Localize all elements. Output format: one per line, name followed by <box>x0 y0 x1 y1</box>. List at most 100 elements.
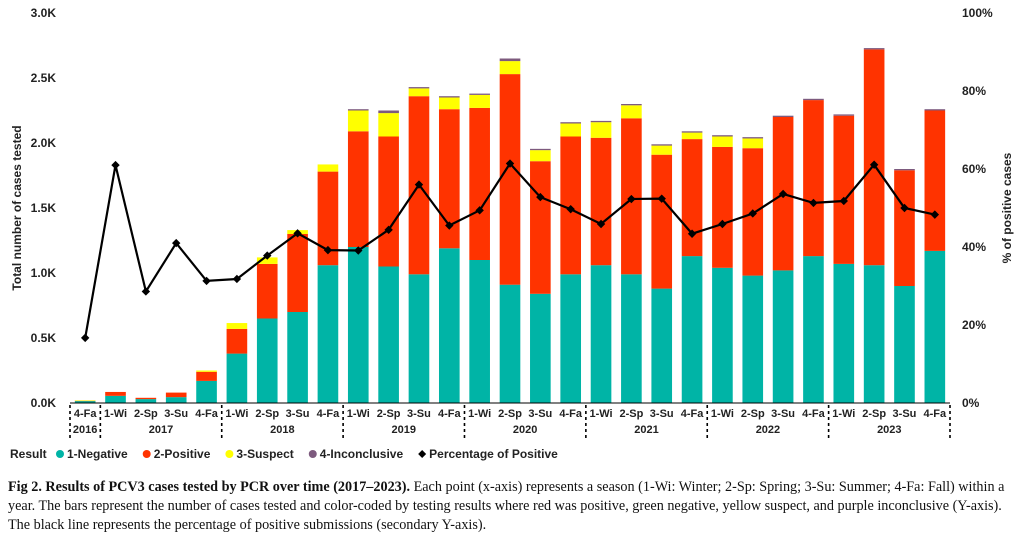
bar-segment-4-inconclusive <box>438 96 460 98</box>
legend-marker <box>56 450 64 458</box>
bar-segment-1-negative <box>347 247 369 403</box>
y-tick-label: 1.5K <box>31 201 57 215</box>
bar-segment-1-negative <box>681 256 703 403</box>
bar-segment-1-negative <box>772 270 794 403</box>
pcv3-chart: 0.0K 0.5K 1.0K 1.5K 2.0K 2.5K 3.0K 0% 20% 40% 60%… <box>10 6 1014 461</box>
legend: Result 1-Negative 2-Positive 3-Suspect 4-Inc… <box>10 447 558 461</box>
x-category-label: 3-Su <box>164 408 188 420</box>
bar-segment-3-suspect <box>226 323 248 329</box>
percentage-point <box>748 209 757 218</box>
bar-segment-4-inconclusive <box>833 114 855 116</box>
bar-segment-2-positive <box>105 391 126 396</box>
bar-segment-1-negative <box>256 318 278 403</box>
bar-segment-1-negative <box>105 395 126 403</box>
percentage-point <box>172 238 181 248</box>
legend-marker <box>308 450 317 458</box>
y-tick-label: 0.5K <box>31 331 57 345</box>
percentage-point <box>263 251 272 260</box>
y-tick-label: 0.0K <box>31 396 57 410</box>
bar-segment-1-negative <box>469 260 490 403</box>
bar-segment-2-positive <box>924 110 946 251</box>
bar-segment-2-positive <box>287 234 308 312</box>
x-category-label: 4-Fa <box>681 408 705 420</box>
x-category-label: 1-Wi <box>347 408 370 420</box>
percentage-point <box>141 287 151 296</box>
x-year-label: 2022 <box>756 424 780 436</box>
bar-segment-2-positive <box>833 115 855 264</box>
caption-text: Each point (x-axis) represents a season … <box>8 479 1005 533</box>
bar-segment-2-positive <box>499 74 521 285</box>
percentage-point <box>718 219 727 229</box>
bar-segment-2-positive <box>347 131 369 247</box>
bar-segment-3-suspect <box>469 94 490 108</box>
x-category-label: 4-Fa <box>802 408 826 420</box>
bar-segment-1-negative <box>317 265 339 403</box>
bar-segment-4-inconclusive <box>924 109 946 111</box>
percentage-point <box>111 160 120 170</box>
legend-label: 4-Inconclusive <box>320 447 404 461</box>
x-category-label: 2-Sp <box>619 408 643 420</box>
bar-segment-1-negative <box>833 263 855 403</box>
bar-segment-4-inconclusive <box>499 58 521 62</box>
percentage-point <box>839 196 848 206</box>
bar-segment-1-negative <box>742 275 764 403</box>
bar-segment-2-positive <box>469 107 490 261</box>
figure-caption: Fig 2. Results of PCV3 cases tested by P… <box>8 478 1012 535</box>
x-category-label: 4-Fa <box>195 408 219 420</box>
bar-segment-4-inconclusive <box>772 115 794 117</box>
bar-segment-1-negative <box>226 353 248 403</box>
x-category-label: 2-Sp <box>498 408 522 420</box>
bar-segment-1-negative <box>621 274 642 403</box>
bar-segment-4-inconclusive <box>621 104 642 106</box>
bar-segment-4-inconclusive <box>408 87 430 89</box>
bar-segment-4-inconclusive <box>742 137 764 139</box>
legend-label: 1-Negative <box>67 447 128 461</box>
legend-marker <box>142 450 151 458</box>
bar-segment-2-positive <box>712 146 733 268</box>
percentage-point <box>930 210 940 219</box>
x-category-label: 3-Su <box>893 408 917 420</box>
bar-segment-2-positive <box>681 139 703 257</box>
percentage-point <box>566 204 575 214</box>
x-axis-categories: 4-Fa 1-Wi 2-Sp 3-Su 4-Fa 1-Wi 2-Sp 3-Su 4-Fa 1-Wi… <box>74 408 947 420</box>
x-category-label: 2-Sp <box>134 408 158 420</box>
x-category-label: 2-Sp <box>741 408 765 420</box>
percentage-point <box>687 229 697 238</box>
bar-segment-2-positive <box>863 49 885 266</box>
x-year-label: 2016 <box>73 424 97 436</box>
y2-axis-label: % of positive cases <box>1000 152 1014 263</box>
percentage-point <box>202 276 211 286</box>
legend-marker <box>418 450 427 458</box>
bar-segment-4-inconclusive <box>347 109 369 111</box>
legend-label: Percentage of Positive <box>429 447 558 461</box>
bar-segment-2-positive <box>894 170 915 286</box>
y2-tick-label: 60% <box>962 162 986 176</box>
percentage-point <box>657 194 666 203</box>
x-category-label: 3-Su <box>286 408 310 420</box>
x-year-label: 2019 <box>392 424 416 436</box>
x-category-label: 4-Fa <box>74 408 98 420</box>
x-category-label: 4-Fa <box>438 408 462 420</box>
bar-segment-1-negative <box>135 399 157 403</box>
bar-segment-4-inconclusive <box>469 93 490 95</box>
percentage-point <box>900 203 909 213</box>
bar-segment-2-positive <box>135 397 157 400</box>
x-year-label: 2018 <box>270 424 294 436</box>
bar-segment-3-suspect <box>196 370 217 372</box>
bar-segment-1-negative <box>530 293 551 403</box>
bar-segment-3-suspect <box>712 136 733 147</box>
bar-segment-3-suspect <box>530 150 551 162</box>
bar-segment-2-positive <box>317 171 339 266</box>
y-axis-ticks: 0.0K 0.5K 1.0K 1.5K 2.0K 2.5K 3.0K <box>31 6 57 410</box>
x-category-label: 1-Wi <box>468 408 491 420</box>
y2-tick-label: 0% <box>962 396 980 410</box>
x-category-label: 4-Fa <box>559 408 583 420</box>
bar-segment-1-negative <box>894 286 915 403</box>
bar-segment-1-negative <box>438 248 460 403</box>
bar-segment-1-negative <box>287 312 308 403</box>
bar-segment-3-suspect <box>74 400 96 401</box>
caption-label: Fig 2. Results of PCV3 cases tested by P… <box>8 479 411 495</box>
bar-segment-1-negative <box>74 401 96 403</box>
bar-segment-4-inconclusive <box>590 120 612 123</box>
x-category-label: 3-Su <box>650 408 674 420</box>
